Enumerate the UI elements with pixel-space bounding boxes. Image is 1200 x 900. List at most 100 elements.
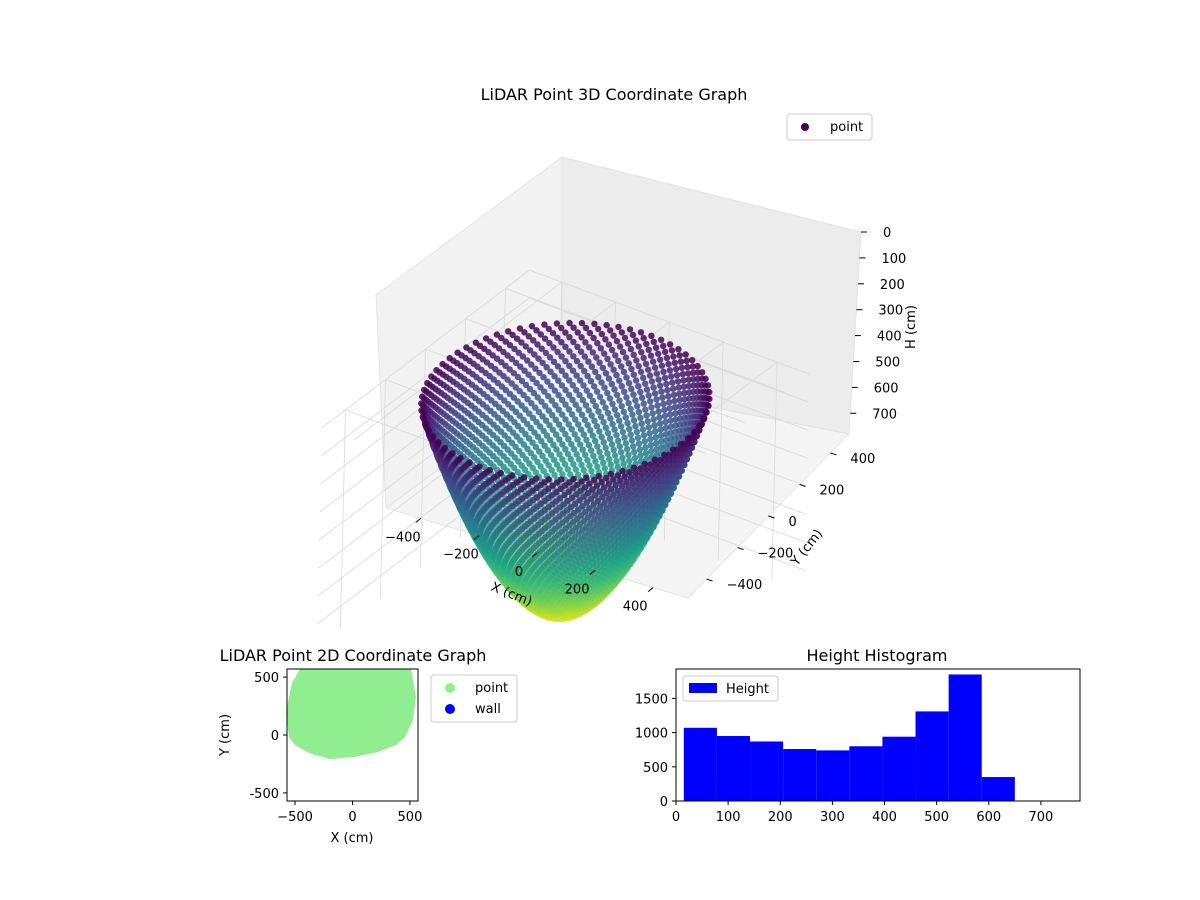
point-3d [535,355,542,362]
point-3d [586,329,594,337]
z-tick-label-3d: 200 [880,278,905,293]
grid-line-3d-z-left [320,297,530,457]
point-3d [617,518,624,525]
point-3d [644,471,651,478]
point-3d [700,416,707,423]
point-3d [637,496,645,504]
point-3d [599,493,606,501]
point-3d [591,417,598,424]
point-3d [540,374,547,381]
point-3d [419,393,426,400]
point-3d [625,400,632,407]
point-3d [558,339,565,346]
point-3d [580,466,587,474]
point-3d [514,563,521,571]
grid-line-3d-z-left [321,269,530,429]
point-3d [680,383,688,390]
point-3d [598,478,605,486]
point-3d [632,377,640,384]
point-3d [630,351,637,358]
x-tick-label-3d: −200 [443,548,479,563]
point-3d [665,360,672,368]
point-3d [540,592,547,599]
point-3d [652,434,659,441]
point-3d [584,421,591,429]
point-3d [565,406,573,413]
legend-2d-label-wall: wall [475,702,501,717]
point-3d [603,519,610,527]
point-3d [640,481,648,488]
point-3d [608,521,615,528]
point-3d [608,441,616,448]
point-3d [677,441,685,448]
point-3d [589,349,596,356]
point-3d [571,431,578,438]
point-3d [516,388,523,395]
point-3d [694,362,701,370]
point-3d [630,443,637,450]
z-tick-label-3d: 600 [874,381,899,396]
chart-2d: LiDAR Point 2D Coordinate Graph −500 0 500… [218,646,518,846]
point-3d [640,400,647,407]
point-3d [608,346,616,354]
point-3d [590,452,597,460]
point-3d [618,403,625,410]
tick-mark-3d [647,587,654,593]
point-3d [539,359,546,367]
point-3d [601,384,608,391]
point-3d [638,470,645,478]
point-3d [625,380,633,387]
point-3d [668,347,676,354]
point-3d [520,441,528,448]
point-3d [587,378,595,385]
point-3d [651,456,658,463]
point-3d [541,335,549,342]
point-3d [607,485,615,493]
point-3d [536,423,544,430]
point-3d [636,486,643,493]
point-3d [685,382,693,390]
point-3d [591,320,598,327]
point-3d [651,422,658,429]
y-tick-label-hist: 1500 [635,692,668,707]
point-3d [495,345,503,352]
point-3d [600,439,607,446]
point-3d [635,480,642,488]
point-3d [613,522,620,530]
point-3d [577,348,585,355]
point-3d [612,352,619,359]
point-3d [549,426,557,434]
point-3d [605,341,613,348]
point-3d [581,353,588,360]
point-3d [613,502,621,509]
point-3d [650,416,657,423]
point-3d [559,426,566,433]
point-3d [640,334,647,342]
point-3d [540,467,547,475]
point-3d [546,422,553,429]
point-3d [589,486,596,493]
point-3d [623,394,630,401]
point-3d [581,484,589,491]
y-tick-label-3d: 400 [850,452,875,467]
point-3d [652,428,659,435]
point-3d [597,518,604,525]
point-3d [648,404,655,411]
chart-3d: LiDAR Point 3D Coordinate Graph −400 −200… [316,85,919,629]
point-3d [599,364,607,372]
point-3d [556,436,563,443]
point-3d [532,404,539,411]
point-3d [584,457,591,464]
point-3d [667,417,674,424]
point-3d [550,344,557,351]
point-3d [609,506,616,513]
point-3d [531,351,538,358]
point-3d [621,434,628,441]
point-3d [614,472,622,479]
point-3d [519,353,527,360]
point-3d [684,363,691,371]
point-3d [610,532,617,539]
point-3d [590,501,597,508]
point-3d [554,348,561,356]
point-3d [522,406,529,413]
